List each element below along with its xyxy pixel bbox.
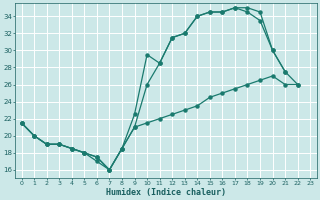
X-axis label: Humidex (Indice chaleur): Humidex (Indice chaleur) xyxy=(106,188,226,197)
